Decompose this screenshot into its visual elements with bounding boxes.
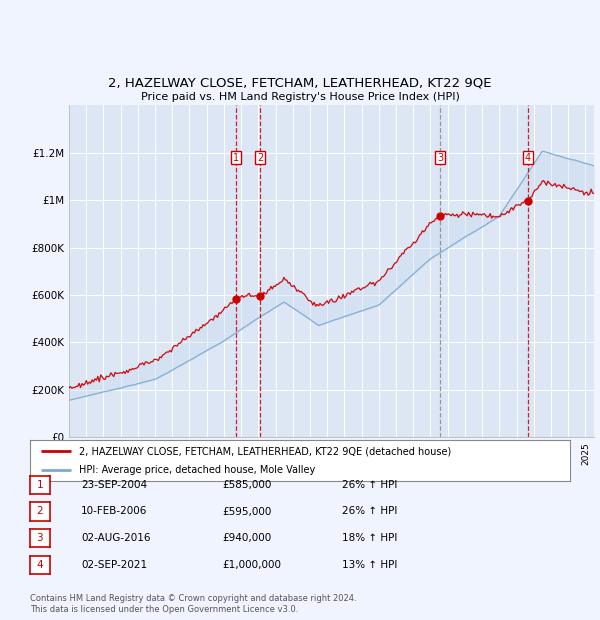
Text: Price paid vs. HM Land Registry's House Price Index (HPI): Price paid vs. HM Land Registry's House …	[140, 92, 460, 102]
Text: 23-SEP-2004: 23-SEP-2004	[81, 480, 147, 490]
Text: 2, HAZELWAY CLOSE, FETCHAM, LEATHERHEAD, KT22 9QE: 2, HAZELWAY CLOSE, FETCHAM, LEATHERHEAD,…	[108, 76, 492, 89]
Text: 10-FEB-2006: 10-FEB-2006	[81, 507, 148, 516]
Text: 1: 1	[37, 480, 43, 490]
Text: HPI: Average price, detached house, Mole Valley: HPI: Average price, detached house, Mole…	[79, 466, 315, 476]
Text: 02-SEP-2021: 02-SEP-2021	[81, 560, 147, 570]
Text: Contains HM Land Registry data © Crown copyright and database right 2024.: Contains HM Land Registry data © Crown c…	[30, 593, 356, 603]
Text: 4: 4	[525, 153, 531, 162]
Text: 3: 3	[437, 153, 443, 162]
Text: This data is licensed under the Open Government Licence v3.0.: This data is licensed under the Open Gov…	[30, 604, 298, 614]
Text: 2: 2	[257, 153, 263, 162]
Text: 18% ↑ HPI: 18% ↑ HPI	[342, 533, 397, 543]
Text: £940,000: £940,000	[222, 533, 271, 543]
Text: 4: 4	[37, 560, 43, 570]
Text: 3: 3	[37, 533, 43, 543]
Text: £585,000: £585,000	[222, 480, 271, 490]
Text: 13% ↑ HPI: 13% ↑ HPI	[342, 560, 397, 570]
Text: 2, HAZELWAY CLOSE, FETCHAM, LEATHERHEAD, KT22 9QE (detached house): 2, HAZELWAY CLOSE, FETCHAM, LEATHERHEAD,…	[79, 446, 451, 456]
Text: 26% ↑ HPI: 26% ↑ HPI	[342, 480, 397, 490]
Text: £1,000,000: £1,000,000	[222, 560, 281, 570]
Text: £595,000: £595,000	[222, 507, 271, 516]
Text: 2: 2	[37, 507, 43, 516]
Text: 26% ↑ HPI: 26% ↑ HPI	[342, 507, 397, 516]
Text: 02-AUG-2016: 02-AUG-2016	[81, 533, 151, 543]
Text: 1: 1	[233, 153, 239, 162]
